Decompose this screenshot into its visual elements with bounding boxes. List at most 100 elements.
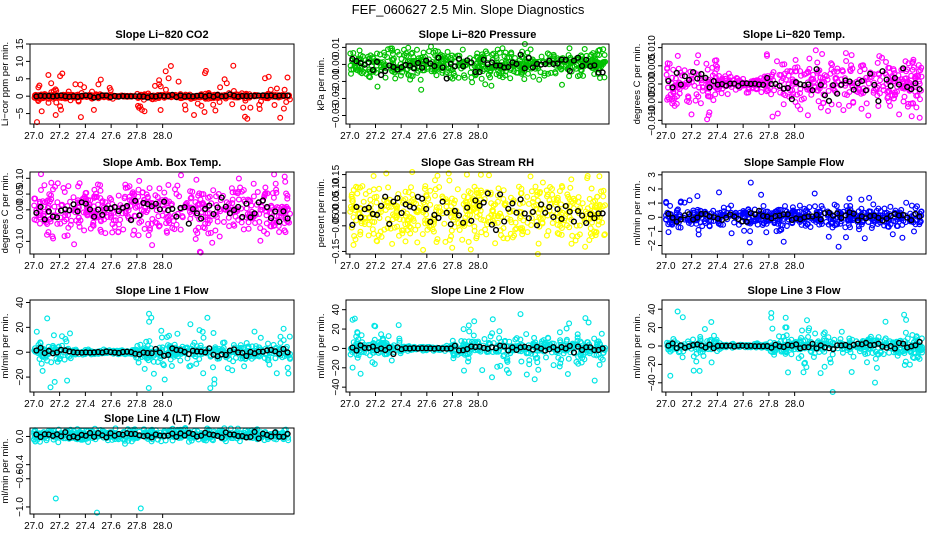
data-point xyxy=(350,214,357,221)
data-point xyxy=(374,50,381,57)
data-point xyxy=(352,63,359,70)
reference-point xyxy=(284,92,291,99)
reference-point xyxy=(476,68,483,76)
data-point xyxy=(596,361,603,368)
data-point xyxy=(64,377,71,384)
plot-frame xyxy=(345,43,610,125)
data-point xyxy=(825,87,832,94)
data-point xyxy=(686,79,693,86)
data-point xyxy=(373,199,380,206)
data-point xyxy=(819,74,826,81)
reference-point xyxy=(70,201,77,208)
x-tick-label: 27.4 xyxy=(391,261,411,272)
data-point xyxy=(232,354,239,361)
data-point xyxy=(360,198,367,205)
data-point xyxy=(454,186,461,193)
reference-point xyxy=(759,81,767,88)
data-point xyxy=(811,190,818,197)
reference-point xyxy=(513,60,520,68)
data-point xyxy=(48,179,55,186)
data-point xyxy=(162,68,169,75)
data-point xyxy=(229,200,236,207)
data-point xyxy=(566,73,573,80)
data-point xyxy=(835,243,842,250)
data-point xyxy=(773,58,780,65)
data-point xyxy=(674,93,681,100)
panel-title: Slope Gas Stream RH xyxy=(421,157,534,169)
data-point xyxy=(380,59,387,66)
data-point xyxy=(768,310,775,317)
data-points xyxy=(347,40,609,93)
data-point xyxy=(782,92,789,99)
data-point xyxy=(550,362,557,369)
data-point xyxy=(61,233,68,240)
reference-point xyxy=(702,74,709,82)
reference-point xyxy=(410,65,418,72)
data-point xyxy=(264,230,271,237)
data-point xyxy=(915,68,922,75)
data-point xyxy=(235,175,242,182)
reference-point xyxy=(427,60,434,67)
y-tick-label: 0 xyxy=(647,214,658,220)
reference-point xyxy=(677,81,684,88)
data-point xyxy=(881,205,888,212)
x-tick-label: 27.8 xyxy=(127,261,147,272)
data-point xyxy=(527,46,534,53)
x-tick-label: 27.4 xyxy=(391,131,411,142)
data-point xyxy=(475,62,482,69)
y-tick-label: 0.000 xyxy=(647,71,658,96)
data-point xyxy=(847,68,854,75)
data-point xyxy=(281,173,288,180)
reference-point xyxy=(710,77,717,85)
reference-point xyxy=(390,63,397,71)
data-point xyxy=(511,54,518,61)
data-point xyxy=(779,75,786,82)
y-tick-label: 2 xyxy=(647,186,658,192)
data-point xyxy=(760,203,767,210)
data-points xyxy=(347,311,608,384)
data-point xyxy=(794,91,801,98)
reference-point xyxy=(883,76,890,83)
data-point xyxy=(911,74,918,81)
data-point xyxy=(575,194,582,201)
data-point xyxy=(395,322,402,329)
data-point xyxy=(538,53,545,60)
data-point xyxy=(81,227,88,234)
y-tick-label: −5 xyxy=(15,107,26,119)
data-point xyxy=(481,336,488,343)
x-tick-label: 27.6 xyxy=(417,131,437,142)
data-point xyxy=(523,371,530,378)
data-point xyxy=(251,328,258,335)
data-point xyxy=(193,176,200,183)
data-point xyxy=(910,56,917,63)
data-point xyxy=(370,186,377,193)
data-point xyxy=(531,376,538,383)
x-tick-label: 27.6 xyxy=(101,399,121,410)
reference-point xyxy=(809,87,816,94)
x-tick-label: 27.8 xyxy=(443,131,463,142)
data-point xyxy=(478,229,485,236)
x-tick-label: 27.0 xyxy=(24,261,44,272)
data-point xyxy=(177,226,184,233)
data-point xyxy=(414,46,421,53)
data-point xyxy=(565,62,572,69)
data-point xyxy=(266,361,273,368)
data-point xyxy=(724,91,731,98)
data-point xyxy=(711,57,718,64)
data-point xyxy=(792,99,799,106)
data-point xyxy=(694,193,701,200)
reference-point xyxy=(735,82,742,90)
reference-point xyxy=(813,66,820,73)
data-point xyxy=(767,84,774,91)
reference-point xyxy=(583,56,590,63)
data-point xyxy=(857,68,864,75)
data-point xyxy=(815,87,822,94)
data-point xyxy=(36,220,43,227)
data-point xyxy=(667,202,674,209)
panel-4: Slope Amb. Box Temp.degrees C per min.27… xyxy=(0,157,295,272)
reference-point xyxy=(591,62,598,69)
data-point xyxy=(535,240,542,247)
data-point xyxy=(200,334,207,341)
data-point xyxy=(830,68,837,75)
